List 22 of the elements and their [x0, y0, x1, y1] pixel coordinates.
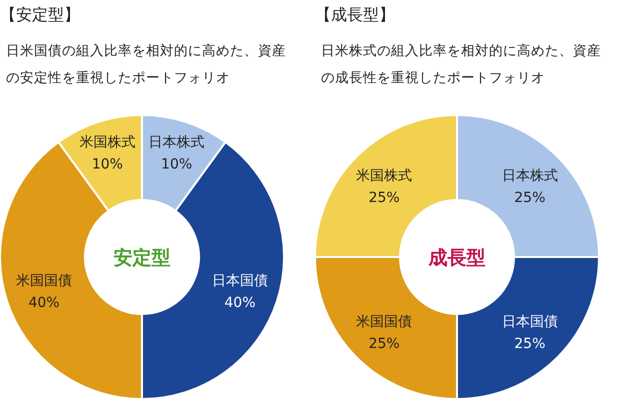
data-label: 10%	[92, 156, 123, 172]
data-label: 40%	[224, 294, 256, 311]
slice-label: 日本株式	[148, 134, 205, 150]
chart-subtitle: 日米国債の組入比率を相対的に高めた、資産の安定性を重視したポートフォリオ	[6, 43, 286, 86]
text: 安定型	[114, 247, 170, 269]
data-label: 25%	[368, 190, 400, 206]
text: 成長型	[428, 247, 486, 269]
chart-title: 【成長型】	[315, 5, 395, 24]
slice-label: 米国株式	[79, 134, 136, 150]
data-label: 25%	[514, 336, 546, 352]
slice-label: 日本国債	[502, 314, 558, 330]
slice-label: 日本国債	[212, 272, 268, 289]
slice-label: 米国国債	[16, 272, 72, 289]
data-label: 10%	[161, 156, 192, 172]
data-label: 25%	[368, 336, 400, 352]
slice-label: 米国国債	[356, 314, 412, 330]
chart-title: 【安定型】	[0, 5, 80, 24]
slice-label: 米国株式	[356, 168, 412, 184]
data-label: 40%	[28, 294, 60, 311]
slice-label: 日本株式	[502, 168, 558, 184]
data-label: 25%	[514, 190, 546, 206]
chart-subtitle: 日米株式の組入比率を相対的に高めた、資産の成長性を重視したポートフォリオ	[321, 43, 601, 86]
